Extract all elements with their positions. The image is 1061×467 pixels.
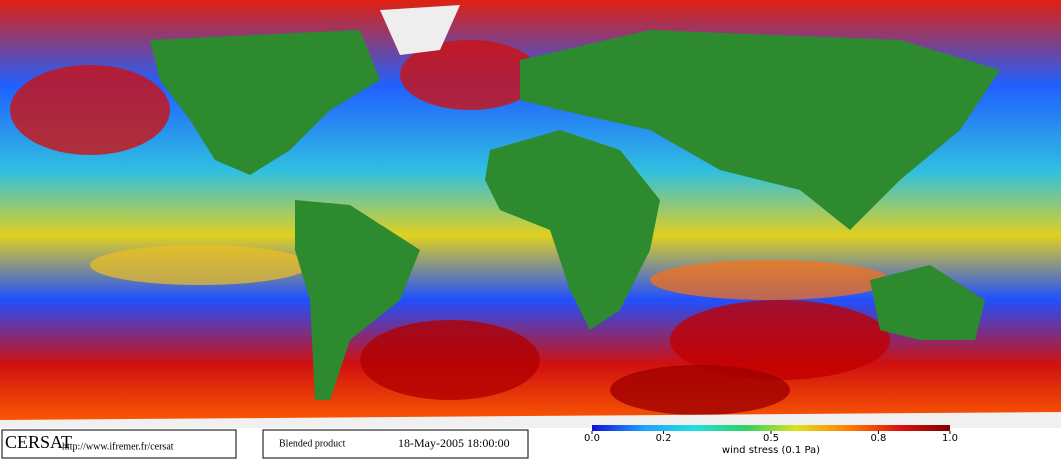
storm [670,300,890,380]
colorbar-tick-label: 0.8 [870,433,886,444]
colorbar [592,425,950,431]
colorbar-tick-label: 0.2 [656,433,672,444]
storm [400,40,540,110]
greenland [380,5,460,55]
antarctica [0,412,1061,428]
storm [10,65,170,155]
australia [870,265,985,340]
url: http://www.ifremer.fr/cersat [62,441,174,452]
info-box [262,429,529,459]
colorbar-tick-label: 0.5 [763,433,779,444]
north-america [150,30,380,175]
south-america [295,200,420,400]
info-box [1,429,237,459]
africa [485,130,660,330]
storm [610,365,790,415]
trade-wind [650,260,890,300]
colorbar-label: wind stress (0.1 Pa) [722,445,820,456]
eurasia [520,30,1000,230]
colorbar-tick-label: 1.0 [942,433,958,444]
footer: CERSAT http://www.ifremer.fr/cersat Blen… [1,425,958,459]
trade-wind [90,245,310,285]
date: 18-May-2005 18:00:00 [398,436,510,450]
product: Blended product [279,438,346,449]
storm [360,320,540,400]
logo: CERSAT [5,432,72,452]
map [0,0,1061,428]
colorbar-tick-label: 0.0 [584,433,600,444]
